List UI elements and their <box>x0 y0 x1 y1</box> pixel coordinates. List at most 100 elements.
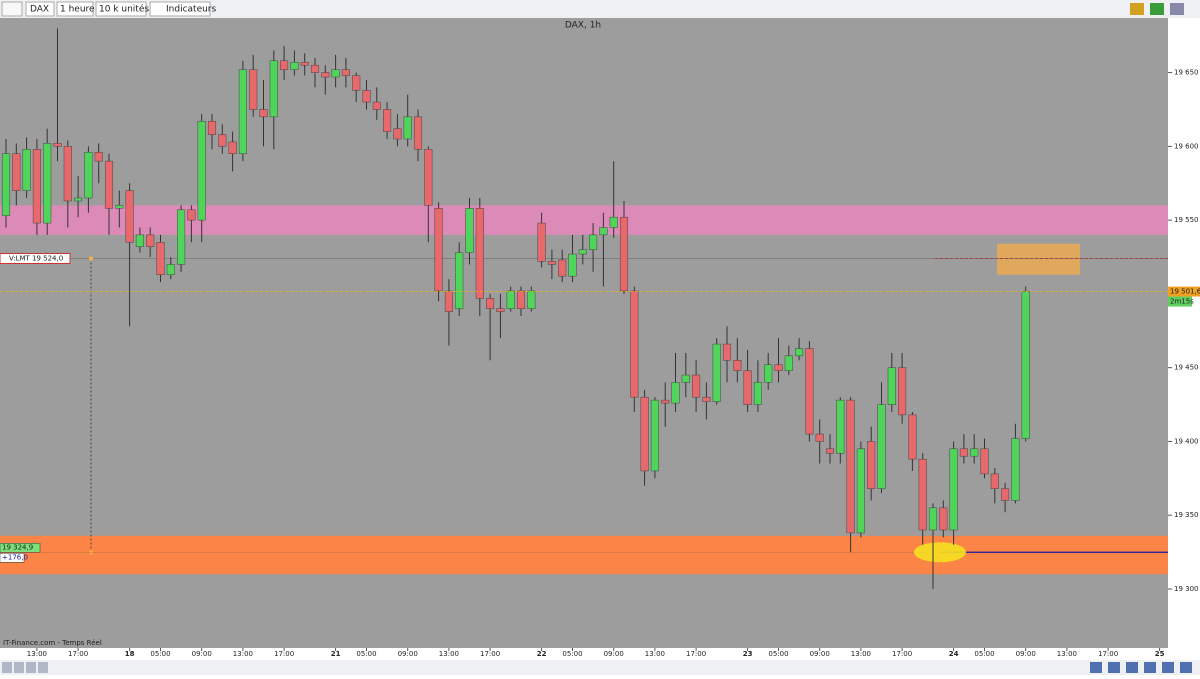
candle-body <box>94 152 103 162</box>
footer: IT-Finance.com - Temps Réel <box>3 639 102 647</box>
candle-body <box>640 396 649 472</box>
candle-body <box>589 234 598 250</box>
candle-body <box>692 374 701 398</box>
tool-icon[interactable] <box>2 662 12 673</box>
candle-body <box>12 153 21 191</box>
nav-icon[interactable] <box>1144 662 1156 673</box>
y-tick-label: 19 400 <box>1174 437 1199 445</box>
candle-body <box>825 448 835 454</box>
candle-body <box>970 448 979 457</box>
candle-body <box>774 364 783 371</box>
candle-body <box>74 197 83 202</box>
candle-body <box>310 64 320 73</box>
toolbar-icon[interactable] <box>1130 3 1144 15</box>
order-marker <box>89 256 93 261</box>
nav-icon[interactable] <box>1126 662 1138 673</box>
order-label-box <box>0 252 71 264</box>
tool-icon[interactable] <box>1 1 23 17</box>
candle-body <box>32 149 41 224</box>
candle-body <box>475 208 484 299</box>
nav-icon[interactable] <box>1180 662 1192 673</box>
candle-body <box>990 473 999 489</box>
candle-body <box>146 234 155 247</box>
candle-body <box>218 134 227 147</box>
candle-body <box>300 62 309 66</box>
zone <box>0 535 1168 575</box>
x-tick-label: 05:00 <box>768 650 788 658</box>
candle-body <box>836 399 845 454</box>
tool-icon[interactable] <box>26 662 36 673</box>
candle-body <box>516 290 526 309</box>
candle-body <box>795 348 804 357</box>
candle-body <box>805 348 814 435</box>
candle-body <box>537 222 546 262</box>
candle-body <box>887 367 896 405</box>
bottom-toolbar <box>0 660 1200 675</box>
candle-body <box>908 414 917 460</box>
size: 10 k unités <box>99 4 149 15</box>
candle-body <box>280 60 289 70</box>
position-label: 19 324,9 <box>2 544 33 552</box>
candle-body <box>403 116 412 140</box>
nav-icon[interactable] <box>1162 662 1174 673</box>
candle-body <box>238 69 247 154</box>
candle-body <box>764 364 773 383</box>
candle-body <box>1001 488 1010 501</box>
candle-body <box>207 121 217 135</box>
candle-body <box>898 367 907 416</box>
y-tick-label: 19 650 <box>1174 69 1199 77</box>
symbol: DAX <box>30 5 49 15</box>
candle-body <box>166 264 175 275</box>
x-tick-label: 13:00 <box>233 650 253 658</box>
x-tick-label: 09:00 <box>810 650 830 658</box>
highlight <box>914 542 966 563</box>
nav-icon[interactable] <box>1108 662 1120 673</box>
x-tick-label: 05:00 <box>562 650 582 658</box>
candle-body <box>609 216 618 228</box>
tool-icon[interactable] <box>38 662 48 673</box>
candle-body <box>331 69 340 78</box>
candle-body <box>867 441 876 489</box>
x-tick-label: 24 <box>949 650 959 658</box>
candle-body <box>434 208 443 292</box>
candle-body <box>177 209 186 265</box>
x-tick-label: 13:00 <box>27 650 47 658</box>
tool-icon[interactable] <box>14 662 24 673</box>
candle-body <box>372 101 381 110</box>
size-select[interactable] <box>95 1 147 17</box>
symbol-select[interactable] <box>25 1 55 17</box>
candle-body <box>671 382 680 404</box>
pnl-box <box>0 552 25 563</box>
candle-body <box>352 75 361 91</box>
x-tick-label: 13:00 <box>851 650 871 658</box>
toolbar-icon[interactable] <box>1150 3 1164 15</box>
timer-box <box>1168 296 1192 307</box>
x-tick-label: 05:00 <box>356 650 376 658</box>
candle-body <box>547 261 556 265</box>
price-axis <box>1168 18 1200 648</box>
x-tick-label: 09:00 <box>398 650 418 658</box>
candle-body <box>53 143 62 147</box>
nav-icon[interactable] <box>1090 662 1102 673</box>
candle-body <box>980 448 989 475</box>
candle-body <box>506 290 515 309</box>
y-tick-label: 19 300 <box>1174 585 1199 593</box>
candle-body <box>1 153 11 216</box>
candle-body <box>619 216 629 292</box>
y-tick-label: 19 450 <box>1174 364 1199 372</box>
toolbar-icon[interactable] <box>1170 3 1184 15</box>
period-select[interactable] <box>56 1 94 17</box>
candle-body <box>877 404 886 489</box>
last-price-box <box>1168 286 1200 297</box>
candle-body <box>722 343 732 361</box>
candle-body <box>681 374 690 383</box>
y-tick-label: 19 600 <box>1174 142 1199 150</box>
indicators-button[interactable] <box>149 1 211 17</box>
candle-body <box>949 448 958 531</box>
candle-body <box>918 458 927 531</box>
candle-body <box>846 399 855 534</box>
candle-body <box>733 360 742 371</box>
candle-body <box>156 242 165 275</box>
candle-body <box>393 128 402 140</box>
